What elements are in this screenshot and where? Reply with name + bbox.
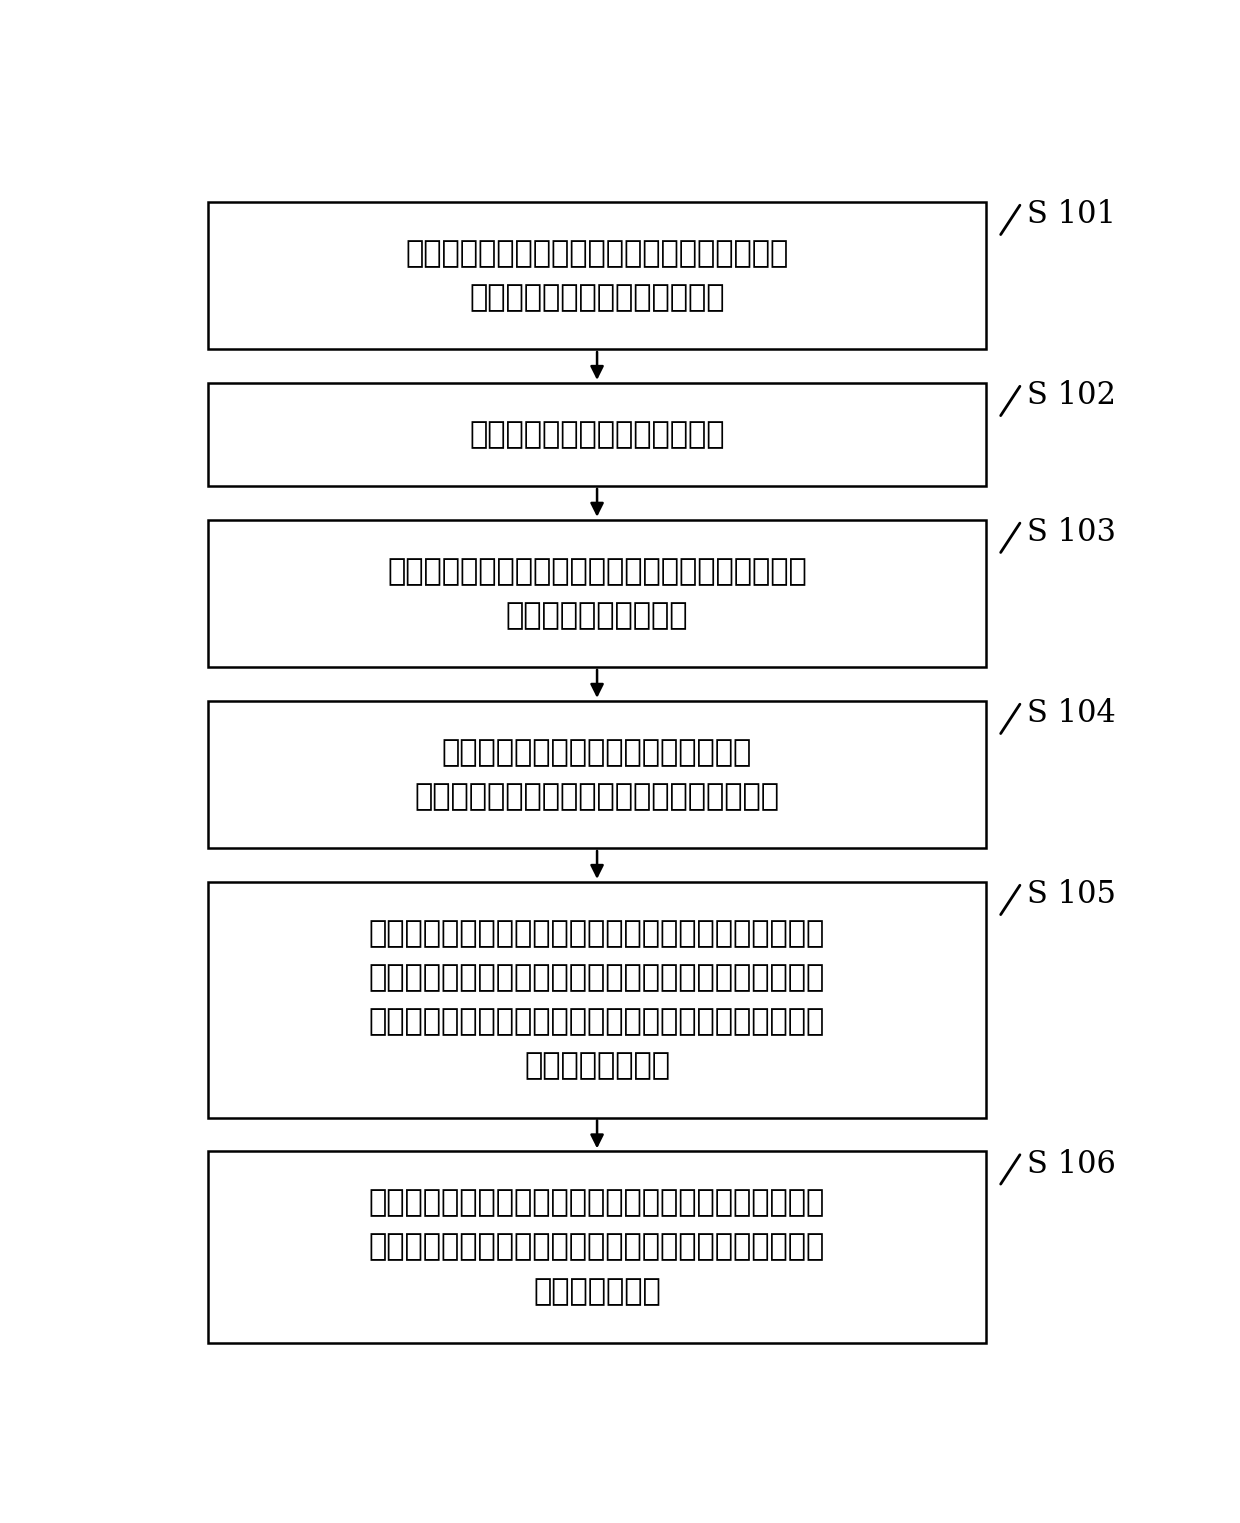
Text: 将触发角指令补偿量与控制器输出的触发角指令相加，得: 将触发角指令补偿量与控制器输出的触发角指令相加，得 — [370, 1188, 825, 1217]
Text: 将滤波后的正弦余弦分量幅値和相除，: 将滤波后的正弦余弦分量幅値和相除， — [441, 737, 753, 766]
Text: 计算各换相电压正弦分量的幅値和余弦分量的幅値，: 计算各换相电压正弦分量的幅値和余弦分量的幅値， — [387, 557, 807, 586]
Text: 并由此计算各换流阀的换相电压: 并由此计算各换流阀的换相电压 — [469, 283, 725, 312]
Text: S 105: S 105 — [1027, 879, 1116, 911]
Bar — [208, 882, 986, 1118]
Bar — [208, 382, 986, 486]
Text: 并对输出进行滤波处理: 并对输出进行滤波处理 — [506, 602, 688, 631]
Text: 获取高压直流输电系统换流母线处的三相电压，: 获取高压直流输电系统换流母线处的三相电压， — [405, 239, 789, 268]
Text: 环输出的同步相位和检测到的换相电压初相位计算各换相: 环输出的同步相位和检测到的换相电压初相位计算各换相 — [370, 963, 825, 991]
Text: 并进行反正切变换后得到各换相电压的初相位: 并进行反正切变换后得到各换相电压的初相位 — [414, 781, 780, 810]
Text: 发角指令的补偿量: 发角指令的补偿量 — [525, 1051, 670, 1080]
Bar — [208, 701, 986, 848]
Bar — [208, 1151, 986, 1343]
Text: 触发控制系统。: 触发控制系统。 — [533, 1276, 661, 1305]
Text: S 102: S 102 — [1027, 381, 1116, 411]
Text: 获取系统中锁相环对各换相电压的同步相位，并根据锁相: 获取系统中锁相环对各换相电压的同步相位，并根据锁相 — [370, 918, 825, 947]
Text: 到最终的触发角指令，并将其代替原触发角指令，送入阀: 到最终的触发角指令，并将其代替原触发角指令，送入阀 — [370, 1232, 825, 1261]
Text: S 106: S 106 — [1027, 1148, 1116, 1180]
Text: 电压所对应的相位误差量，取最小値并进行限幅后得到触: 电压所对应的相位误差量，取最小値并进行限幅后得到触 — [370, 1007, 825, 1036]
Text: S 101: S 101 — [1027, 200, 1116, 230]
Text: S 104: S 104 — [1027, 699, 1115, 730]
Text: S 103: S 103 — [1027, 518, 1116, 548]
Text: 构造各换流阀换相电压的正交量: 构造各换流阀换相电压的正交量 — [469, 420, 725, 449]
Bar — [208, 201, 986, 349]
Bar — [208, 519, 986, 667]
